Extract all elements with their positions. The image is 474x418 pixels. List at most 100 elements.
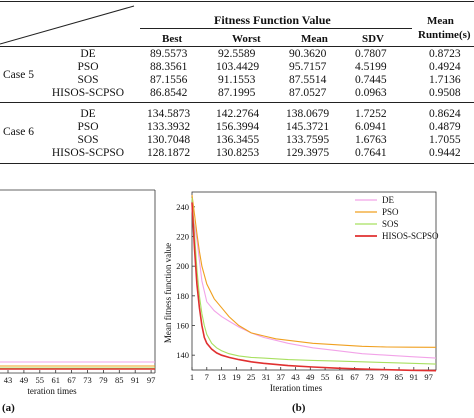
chart-b-svg: 140 160 180 200 220 240 1 7 13 19 25 31 37 43 49 55 61 67…: [163, 191, 439, 393]
cell-mean: 90.3620: [289, 48, 327, 60]
x-tick-label: 49: [306, 372, 315, 382]
table-bottom-rule: [0, 163, 474, 164]
algo-name: SOS: [77, 134, 99, 146]
cell-mean: 87.5514: [289, 74, 327, 86]
x-tick-label: 37: [276, 372, 285, 382]
y-axis-label: Mean fitness function value: [163, 243, 173, 343]
series-line-de: [191, 209, 437, 359]
cell-mean: 129.3975: [286, 147, 330, 159]
x-tick-label: 79: [380, 372, 389, 382]
algo-name: SOS: [77, 74, 99, 86]
algo-name: DE: [80, 108, 96, 120]
header-best: Best: [162, 33, 183, 45]
x-tick-label: 7: [205, 372, 209, 382]
cell-best: 134.5873: [147, 108, 191, 120]
cell-sdv: 6.0941: [355, 121, 387, 133]
legend-label: SOS: [382, 219, 399, 229]
cell-runtime: 0.8723: [429, 48, 461, 60]
series-line-sos: [191, 197, 437, 365]
x-tick-label: 61: [336, 372, 345, 382]
results-table: Fitness Function Value Mean Runtime(s) B…: [0, 0, 474, 172]
cell-runtime: 0.9442: [429, 147, 461, 159]
cell-sdv: 0.0963: [355, 87, 387, 99]
x-tick-label: 13: [217, 372, 226, 382]
x-tick-label: 61: [51, 375, 60, 385]
cell-mean: 133.7595: [286, 134, 330, 146]
x-tick-label: 67: [350, 372, 359, 382]
cell-mean: 145.3721: [286, 121, 330, 133]
cell-mean: 138.0679: [286, 108, 330, 120]
chart-a-svg: 43 49 55 61 67 73 79 85 91 97 teration times: [0, 189, 156, 396]
chart-panel-a: 43 49 55 61 67 73 79 85 91 97 teration times: [0, 186, 160, 418]
case-label: Case 5: [3, 69, 34, 81]
plot-frame: [191, 191, 437, 371]
x-tick-label: 1: [190, 372, 194, 382]
case-divider-rule: [0, 102, 474, 103]
header-group-rule: [140, 28, 412, 29]
header-sdv: SDV: [362, 33, 385, 45]
cell-sdv: 0.7445: [355, 74, 387, 86]
cell-mean: 95.7157: [289, 61, 327, 73]
legend-label: HISOS-SCPSO: [382, 231, 439, 241]
x-tick-label: 73: [83, 375, 92, 385]
x-tick-label: 55: [321, 372, 330, 382]
cell-runtime: 0.9508: [429, 87, 461, 99]
cell-best: 128.1872: [147, 147, 191, 159]
header-bottom-rule: [0, 46, 474, 47]
x-tick-label: 91: [410, 372, 419, 382]
x-axis-label: Iteration times: [270, 383, 323, 393]
header-worst: Worst: [232, 33, 261, 45]
cell-worst: 91.1553: [218, 74, 256, 86]
x-tick-label: 55: [36, 375, 45, 385]
cell-best: 88.3561: [150, 61, 188, 73]
x-tick-label: 31: [262, 372, 271, 382]
cell-worst: 130.8253: [216, 147, 260, 159]
algo-name: PSO: [77, 61, 99, 73]
x-tick-label: 25: [247, 372, 256, 382]
x-tick-label: 91: [131, 375, 140, 385]
x-axis-label: teration times: [27, 386, 77, 396]
header-fitness-group: Fitness Function Value: [214, 13, 331, 27]
case-label: Case 6: [3, 126, 34, 138]
cell-worst: 136.3455: [216, 134, 260, 146]
y-tick-label: 160: [176, 321, 189, 331]
cell-worst: 142.2764: [216, 108, 260, 120]
cell-sdv: 0.7807: [355, 48, 387, 60]
cell-best: 133.3932: [147, 121, 191, 133]
cell-sdv: 1.6763: [355, 134, 387, 146]
x-tick-label: 97: [424, 372, 433, 382]
x-tick-label: 19: [232, 372, 241, 382]
x-tick-label: 49: [20, 375, 29, 385]
cell-worst: 92.5589: [218, 48, 256, 60]
cell-sdv: 1.7252: [355, 108, 387, 120]
panel-a-label: (a): [2, 402, 15, 414]
legend-label: DE: [382, 195, 394, 205]
panel-b-label: (b): [292, 402, 306, 414]
cell-runtime: 0.4924: [429, 61, 461, 73]
chart-panel-b: 140 160 180 200 220 240 1 7 13 19 25 31 37 43 49 55 61 67…: [160, 184, 474, 404]
algo-name: DE: [80, 48, 96, 60]
cell-worst: 103.4429: [216, 61, 260, 73]
header-runtime-line2: Runtime(s): [418, 29, 471, 41]
x-tick-label: 79: [99, 375, 108, 385]
cell-runtime: 0.4879: [429, 121, 461, 133]
cell-sdv: 0.7641: [355, 147, 387, 159]
cell-best: 86.8542: [150, 87, 188, 99]
x-tick-label: 43: [291, 372, 300, 382]
y-tick-label: 200: [176, 261, 189, 271]
header-runtime-line1: Mean: [427, 15, 454, 27]
cell-runtime: 0.8624: [429, 108, 461, 120]
cell-best: 89.5573: [150, 48, 188, 60]
y-tick-label: 220: [176, 232, 189, 242]
series-line-hisos-scpso: [191, 202, 437, 372]
y-tick-label: 240: [176, 202, 189, 212]
x-tick-label: 97: [147, 375, 156, 385]
y-tick-label: 140: [176, 350, 189, 360]
algo-name: HISOS-SCPSO: [51, 87, 125, 99]
y-tick-label: 180: [176, 291, 189, 301]
algo-name: PSO: [77, 121, 99, 133]
cell-worst: 156.3994: [216, 121, 260, 133]
x-tick-label: 85: [115, 375, 124, 385]
cell-mean: 87.0527: [289, 87, 327, 99]
cell-best: 130.7048: [147, 134, 191, 146]
